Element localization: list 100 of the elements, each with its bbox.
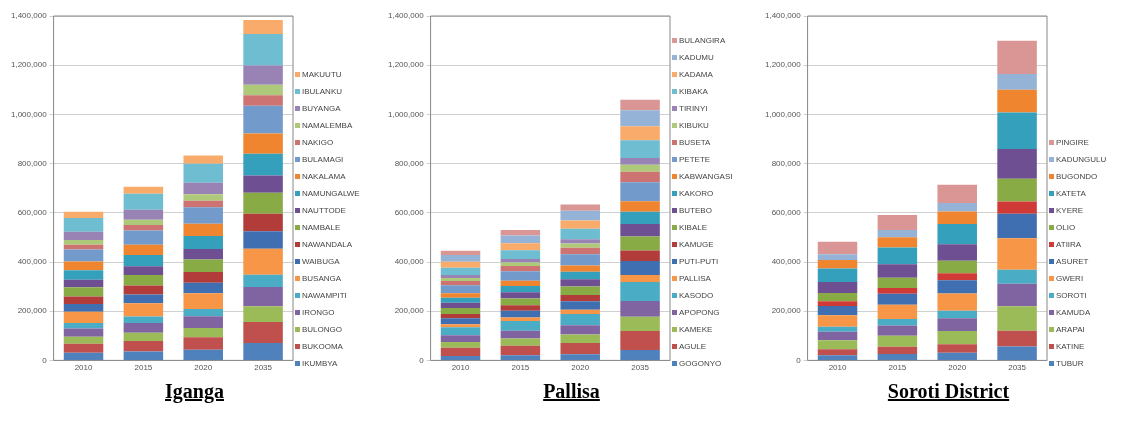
bar xyxy=(817,306,858,316)
bar xyxy=(877,304,918,320)
bar xyxy=(243,65,283,85)
x-tick-label: 2020 xyxy=(571,363,590,373)
bar xyxy=(183,337,223,350)
legend-label: KIBUKU xyxy=(679,121,709,130)
bar xyxy=(560,265,600,272)
bar xyxy=(63,343,104,353)
bar xyxy=(937,330,977,345)
text: Soroti District xyxy=(886,380,1011,403)
bar xyxy=(500,355,541,360)
bar xyxy=(877,319,918,326)
legend-label: MAKUUTU xyxy=(302,70,342,79)
bar xyxy=(243,33,283,66)
bar xyxy=(243,192,283,214)
bar xyxy=(817,340,858,350)
bar xyxy=(877,335,918,347)
bar xyxy=(440,327,481,336)
bar xyxy=(183,248,223,260)
bar xyxy=(817,301,858,307)
legend-label: KIBALE xyxy=(679,223,708,232)
legend-label: IBULANKU xyxy=(302,87,343,96)
bar xyxy=(877,237,918,248)
bar xyxy=(440,341,481,348)
bar xyxy=(877,288,918,294)
bar xyxy=(243,95,283,106)
bar xyxy=(243,322,283,343)
legend-label: KIBAKA xyxy=(679,87,708,96)
legend-label: NAMBALE xyxy=(302,223,341,232)
bar xyxy=(937,344,977,353)
bar xyxy=(620,201,660,212)
bar xyxy=(183,194,223,201)
legend-label: GWERI xyxy=(1056,274,1084,283)
x-tick-label: 2015 xyxy=(888,363,907,373)
bar xyxy=(440,347,481,356)
bar xyxy=(123,351,164,360)
bar xyxy=(560,301,600,310)
y-tick-label: 400,000 xyxy=(394,257,425,267)
bar xyxy=(63,336,104,344)
bar xyxy=(183,235,223,249)
bar xyxy=(620,157,660,165)
bar xyxy=(63,296,104,305)
bar xyxy=(123,225,164,231)
y-tick-label: 600,000 xyxy=(17,208,48,217)
y-tick-label: 1,000,000 xyxy=(11,109,48,119)
bar xyxy=(123,340,164,352)
bar xyxy=(937,352,977,360)
bar xyxy=(560,239,600,244)
legend-label: ATIIRA xyxy=(1056,240,1082,249)
y-tick-label: 400,000 xyxy=(17,257,48,267)
bar xyxy=(560,309,600,314)
bar xyxy=(183,293,223,309)
x-tick-label: 2010 xyxy=(74,363,93,373)
text: Iganga xyxy=(164,380,225,403)
legend-label: KATETA xyxy=(1056,189,1086,198)
bar xyxy=(243,175,283,193)
bar xyxy=(620,261,660,276)
bar xyxy=(620,224,660,237)
bar xyxy=(997,238,1037,270)
x-tick-label: 2035 xyxy=(254,363,273,373)
bar xyxy=(817,326,858,332)
x-tick-label: 2010 xyxy=(451,363,470,373)
y-tick-label: 0 xyxy=(419,355,425,365)
y-tick-label: 600,000 xyxy=(771,208,802,217)
legend-label: NAMUNGALWE xyxy=(302,189,360,198)
bar xyxy=(123,323,164,333)
bar xyxy=(500,330,541,339)
y-tick-label: 1,400,000 xyxy=(765,11,802,21)
bar xyxy=(877,264,918,278)
bar xyxy=(877,215,918,231)
bar xyxy=(243,19,283,34)
bar xyxy=(183,200,223,208)
bar xyxy=(183,282,223,294)
bar xyxy=(997,330,1037,347)
bar xyxy=(243,84,283,96)
bar xyxy=(620,110,660,127)
bar xyxy=(500,298,541,306)
bar xyxy=(440,355,481,360)
bar xyxy=(997,306,1037,331)
bar xyxy=(183,316,223,328)
bar xyxy=(500,305,541,311)
y-tick-label: 400,000 xyxy=(771,257,802,267)
bar xyxy=(937,184,977,203)
bar xyxy=(817,268,858,282)
bar xyxy=(937,202,977,212)
bar xyxy=(243,213,283,232)
legend-label: KATINE xyxy=(1056,342,1085,351)
y-tick-label: 200,000 xyxy=(17,306,48,316)
bar xyxy=(183,163,223,183)
bar xyxy=(997,89,1037,113)
bar xyxy=(620,182,660,202)
bar xyxy=(123,255,164,267)
bar xyxy=(243,248,283,275)
bar xyxy=(817,315,858,327)
bar xyxy=(183,272,223,283)
bar xyxy=(937,273,977,281)
bar xyxy=(63,231,104,241)
legend-label: PALLISA xyxy=(679,274,711,283)
bar xyxy=(440,293,481,298)
bar xyxy=(560,243,600,248)
